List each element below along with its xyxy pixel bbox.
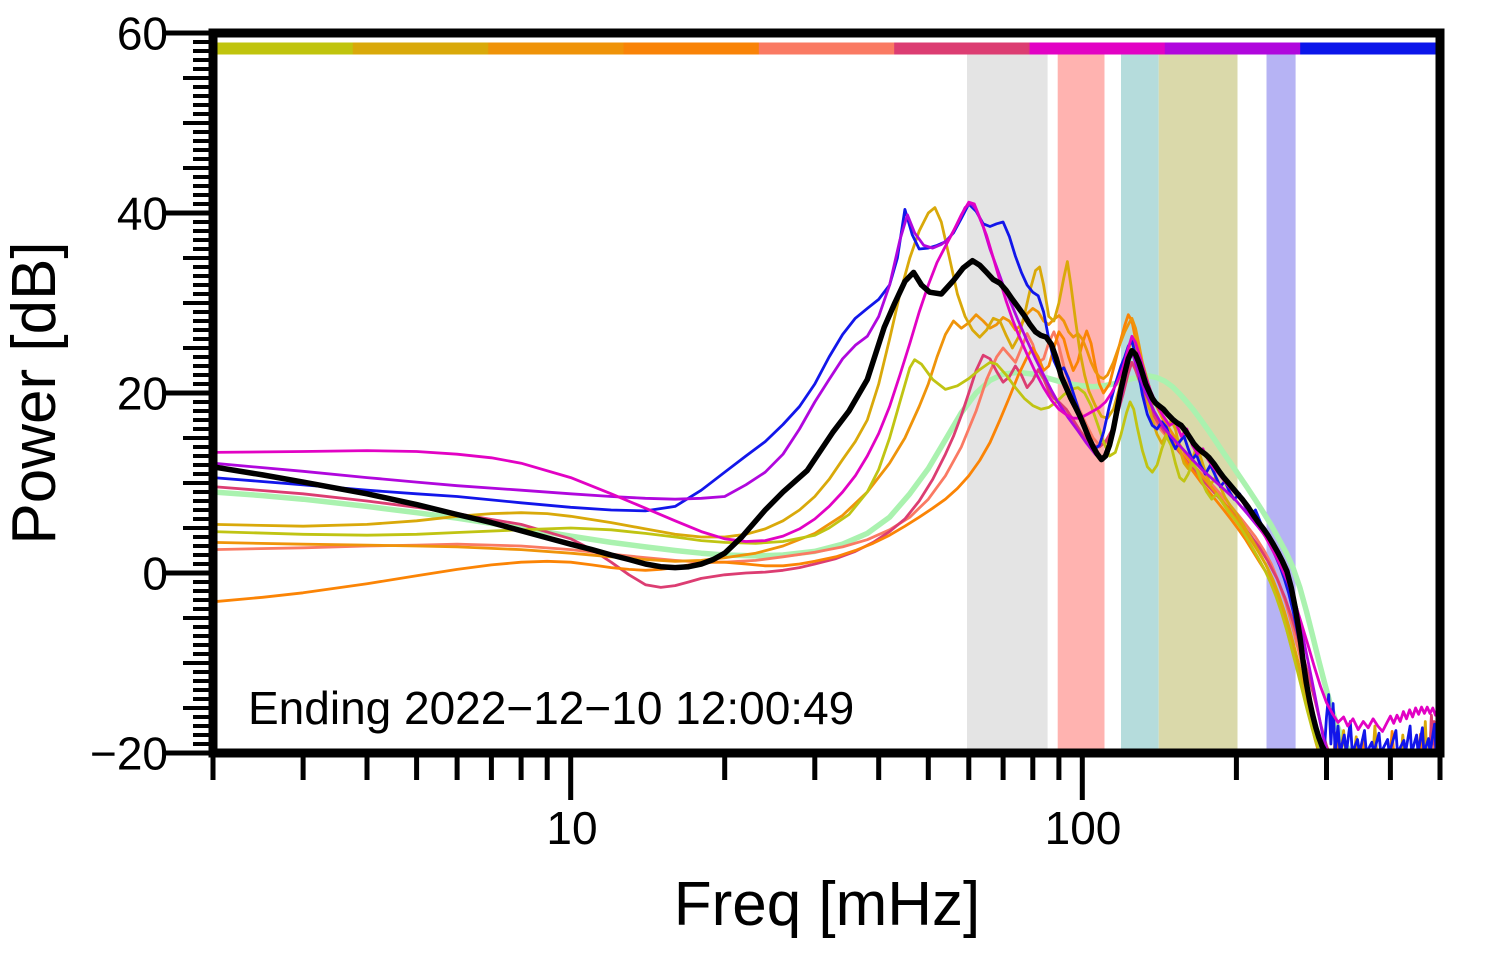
colorbar-segment-6 <box>894 42 1031 55</box>
colorbar-segment-7 <box>1029 42 1166 55</box>
colorbar-segment-5 <box>758 42 895 55</box>
colorbar-segment-8 <box>1164 42 1301 55</box>
y-tick-label-20: 20 <box>117 368 168 420</box>
y-tick-labels: 60 40 20 0 −20 <box>90 8 168 780</box>
curve-raspberry <box>213 353 1440 753</box>
plot-frame <box>208 28 1445 758</box>
curve-purple <box>213 201 1440 753</box>
colorbar-segment-4 <box>623 42 760 55</box>
x-tick-labels: 10 100 <box>546 802 1121 854</box>
curve-reference-smooth <box>213 369 1440 753</box>
y-axis-title: Power [dB] <box>0 241 69 544</box>
x-tick-label-10: 10 <box>546 802 597 854</box>
band-olive <box>1158 54 1238 749</box>
x-axis-title: Freq [mHz] <box>674 870 981 939</box>
colorbar-segment-2 <box>352 42 489 55</box>
y-tick-label-60: 60 <box>117 8 168 60</box>
x-tick-label-100: 100 <box>1045 802 1122 854</box>
curve-mean-black <box>213 257 1440 753</box>
y-tick-label-40: 40 <box>117 188 168 240</box>
curve-blue <box>213 202 1440 753</box>
y-tick-label-m20: −20 <box>90 728 168 780</box>
colorbar-segment-1 <box>217 42 354 55</box>
curve-orange <box>213 306 1440 753</box>
curve-magenta <box>213 200 1440 733</box>
ending-timestamp-annotation: Ending 2022−12−10 12:00:49 <box>248 682 854 734</box>
x-axis-ticks <box>210 753 1443 800</box>
curve-yellow-green <box>213 358 1440 753</box>
y-axis-ticks <box>165 30 213 756</box>
colorbar-segment-3 <box>488 42 625 55</box>
band-pink <box>1057 54 1105 749</box>
noise-bands <box>967 54 1296 749</box>
y-tick-label-0: 0 <box>142 548 168 600</box>
spectra-curves <box>213 200 1440 753</box>
colorbar-segment-9 <box>1300 42 1437 55</box>
time-colorbar <box>217 42 1437 55</box>
